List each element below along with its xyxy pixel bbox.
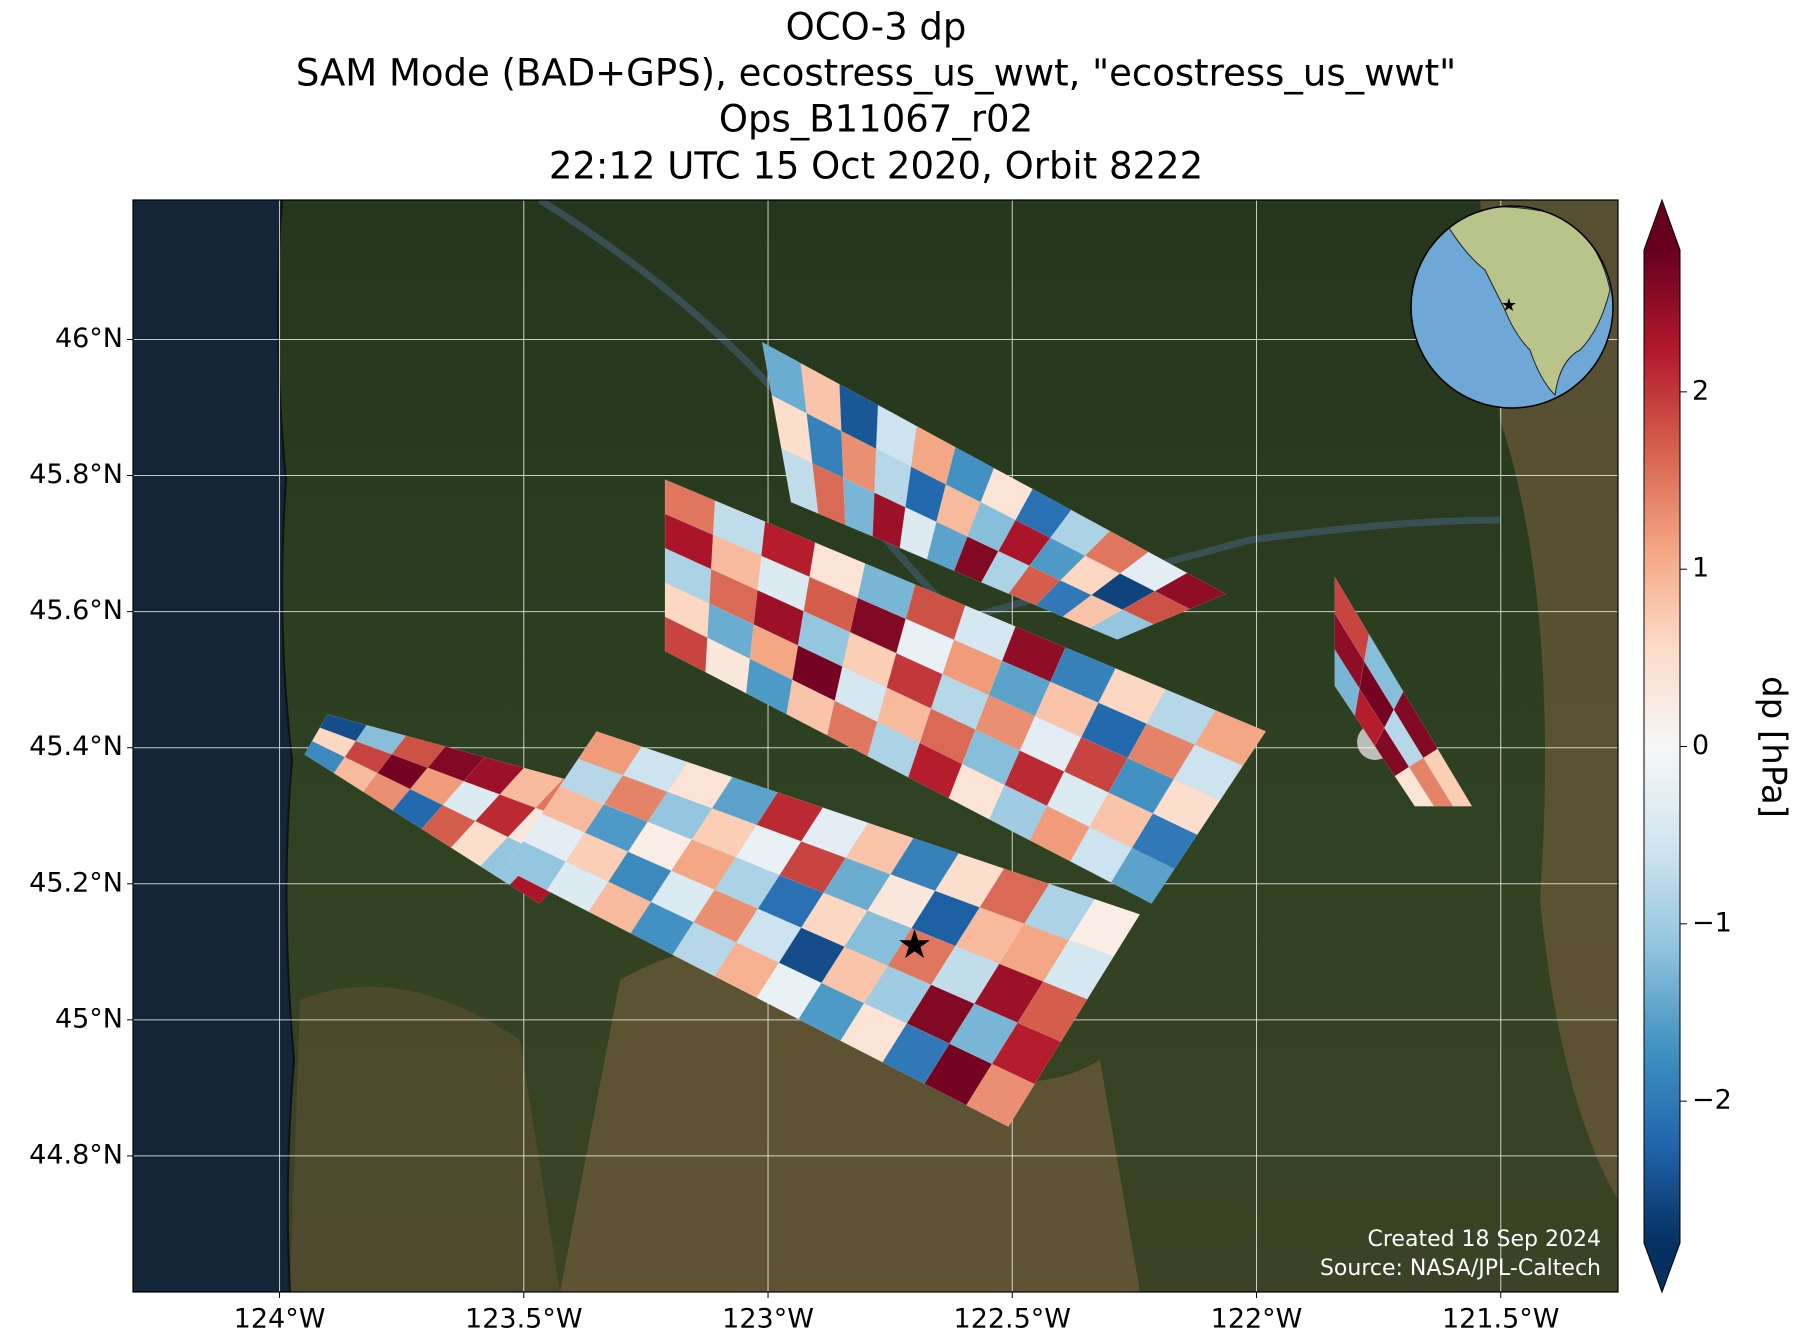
ocean bbox=[133, 200, 294, 1292]
y-tick-label: 45.6°N bbox=[29, 595, 123, 626]
credit: Source: NASA/JPL-Caltech bbox=[1320, 1256, 1601, 1281]
colorbar: −2 −1 0 1 2 bbox=[1643, 198, 1732, 1294]
y-tick-label: 45.2°N bbox=[29, 867, 123, 898]
globe-outline bbox=[1410, 205, 1614, 409]
title-line: Ops_B11067_r02 bbox=[719, 98, 1033, 141]
colorbar-label: dp [hPa] bbox=[1754, 676, 1794, 818]
colorbar-body bbox=[1644, 250, 1680, 1243]
title-line: OCO-3 dp bbox=[786, 6, 967, 49]
globe-inset: ★ bbox=[1410, 205, 1614, 409]
colorbar-tick-label: −1 bbox=[1692, 907, 1732, 938]
colorbar-tick-label: 2 bbox=[1692, 375, 1709, 406]
footprint bbox=[1394, 766, 1435, 807]
footprint bbox=[1110, 847, 1175, 904]
footprint bbox=[966, 1063, 1035, 1128]
valley bbox=[290, 986, 560, 1292]
valley bbox=[560, 946, 1140, 1292]
title-line: 22:12 UTC 15 Oct 2020, Orbit 8222 bbox=[549, 145, 1203, 188]
colorbar-tick-label: 1 bbox=[1692, 553, 1709, 584]
target-marker: ★ bbox=[897, 922, 933, 968]
y-tick-label: 46°N bbox=[55, 323, 123, 354]
footprint bbox=[1089, 609, 1155, 640]
globe-marker: ★ bbox=[1501, 295, 1517, 316]
colorbar-extend-min bbox=[1644, 1243, 1680, 1292]
y-tick-label: 45.4°N bbox=[29, 731, 123, 762]
x-tick-label: 123.5°W bbox=[465, 1304, 583, 1335]
colorbar-outline bbox=[1643, 198, 1681, 1294]
y-tick-label: 45°N bbox=[55, 1003, 123, 1034]
map-frame bbox=[132, 199, 1619, 1293]
plateau bbox=[1480, 200, 1618, 1200]
swaths bbox=[304, 341, 1473, 1128]
x-tick-label: 123°W bbox=[722, 1304, 814, 1335]
colorbar-extend-max bbox=[1644, 200, 1680, 250]
x-tick-label: 122.5°W bbox=[954, 1304, 1072, 1335]
x-tick-label: 122°W bbox=[1211, 1304, 1303, 1335]
y-tick-label: 45.8°N bbox=[29, 459, 123, 490]
x-tick-label: 121.5°W bbox=[1442, 1304, 1560, 1335]
x-tick-label: 124°W bbox=[234, 1304, 326, 1335]
colorbar-tick-label: 0 bbox=[1692, 730, 1709, 761]
y-tick-label: 44.8°N bbox=[29, 1139, 123, 1170]
title-line: SAM Mode (BAD+GPS), ecostress_us_wwt, "e… bbox=[296, 52, 1456, 95]
colorbar-tick-label: −2 bbox=[1692, 1085, 1732, 1116]
credit: Created 18 Sep 2024 bbox=[1368, 1227, 1602, 1252]
